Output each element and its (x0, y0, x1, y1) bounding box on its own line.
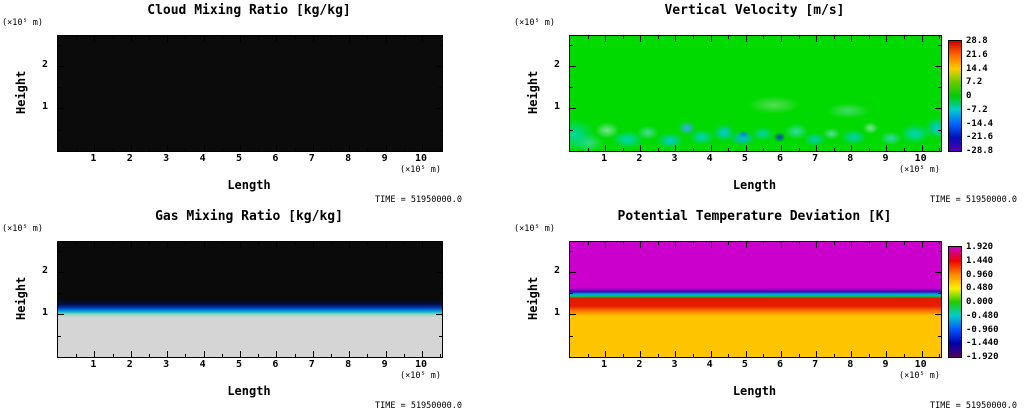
colorbar (948, 40, 962, 152)
y-axis-label: Height (526, 70, 540, 115)
x-axis-unit: (×10⁵ m) (400, 165, 441, 175)
x-axis-unit: (×10⁵ m) (899, 371, 940, 381)
colorbar (948, 246, 962, 358)
panel-cloud-mixing-ratio: Cloud Mixing Ratio [kg/kg] (×10⁵ m) Heig… (0, 0, 512, 206)
x-tick-labels: 1 2 3 4 5 6 7 8 9 10 (601, 153, 927, 164)
colorbar-labels: 28.8 21.6 14.4 7.2 0 -7.2 -14.4 -21.6 -28.8 (966, 36, 994, 156)
panel-title: Gas Mixing Ratio [kg/kg] (155, 209, 343, 224)
colorbar-labels: 1.920 1.440 0.960 0.480 0.000 -0.480 -0.960 -1.… (966, 242, 999, 362)
panel-title: Potential Temperature Deviation [K] (617, 209, 892, 224)
time-annotation: TIME = 51950000.0 (375, 195, 462, 205)
time-annotation: TIME = 51950000.0 (375, 401, 462, 411)
x-axis-unit: (×10⁵ m) (899, 165, 940, 175)
y-axis-unit: (×10⁵ m) (2, 224, 43, 234)
panel-title: Cloud Mixing Ratio [kg/kg] (147, 3, 351, 18)
y-axis-unit: (×10⁵ m) (514, 224, 555, 234)
x-tick-labels: 1 2 3 4 5 6 7 8 9 10 (90, 153, 427, 164)
time-annotation: TIME = 51950000.0 (930, 401, 1017, 411)
x-axis-label: Length (732, 178, 777, 192)
x-axis-label: Length (227, 178, 271, 192)
y-axis-label: Height (14, 276, 28, 321)
heatmap-plot-area (569, 35, 942, 152)
x-tick-labels: 1 2 3 4 5 6 7 8 9 10 (601, 359, 927, 370)
x-axis-label: Length (227, 384, 271, 398)
x-tick-labels: 1 2 3 4 5 6 7 8 9 10 (90, 359, 427, 370)
panel-vertical-velocity: Vertical Velocity [m/s] (×10⁵ m) Height … (512, 0, 1024, 206)
heatmap-plot-area (57, 35, 443, 152)
y-axis-label: Height (526, 276, 540, 321)
y-axis-label: Height (14, 70, 28, 115)
heatmap-plot-area (569, 241, 942, 358)
heatmap-plot-area (57, 241, 443, 358)
panel-title: Vertical Velocity [m/s] (664, 3, 845, 18)
x-axis-label: Length (732, 384, 777, 398)
x-axis-unit: (×10⁵ m) (400, 371, 441, 381)
y-axis-unit: (×10⁵ m) (514, 18, 555, 28)
y-axis-unit: (×10⁵ m) (2, 18, 43, 28)
panel-gas-mixing-ratio: Gas Mixing Ratio [kg/kg] (×10⁵ m) Height… (0, 206, 512, 412)
time-annotation: TIME = 51950000.0 (930, 195, 1017, 205)
panel-potential-temperature-deviation: Potential Temperature Deviation [K] (×10… (512, 206, 1024, 412)
